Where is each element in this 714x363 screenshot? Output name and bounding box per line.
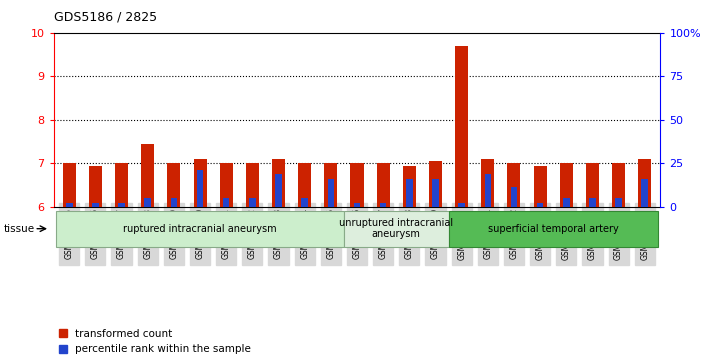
Bar — [141, 144, 154, 207]
Bar — [353, 203, 361, 207]
Bar — [448, 211, 658, 247]
Bar — [246, 163, 259, 207]
Bar — [276, 174, 282, 207]
Bar — [458, 203, 465, 207]
Text: tissue: tissue — [4, 224, 35, 234]
Bar — [481, 159, 494, 207]
Bar — [66, 203, 73, 207]
Bar — [171, 198, 177, 207]
Bar — [115, 163, 128, 207]
Bar — [89, 166, 102, 207]
Bar — [144, 198, 151, 207]
Bar — [508, 163, 521, 207]
Bar — [119, 203, 125, 207]
Bar — [533, 166, 547, 207]
Bar — [272, 159, 285, 207]
Bar — [298, 163, 311, 207]
Text: GDS5186 / 2825: GDS5186 / 2825 — [54, 11, 156, 24]
Bar — [193, 159, 206, 207]
Legend: transformed count, percentile rank within the sample: transformed count, percentile rank withi… — [59, 329, 251, 354]
Bar — [586, 163, 599, 207]
Bar — [429, 161, 442, 207]
Text: ruptured intracranial aneurysm: ruptured intracranial aneurysm — [124, 224, 277, 234]
Bar — [560, 163, 573, 207]
Bar — [641, 179, 648, 207]
Bar — [432, 179, 438, 207]
Bar — [537, 203, 543, 207]
Bar — [406, 179, 413, 207]
Bar — [485, 174, 491, 207]
Bar — [638, 159, 651, 207]
Bar — [344, 211, 448, 247]
Bar — [563, 198, 570, 207]
Bar — [455, 46, 468, 207]
Bar — [249, 198, 256, 207]
Bar — [301, 198, 308, 207]
Bar — [511, 187, 517, 207]
Bar — [167, 163, 181, 207]
Bar — [223, 198, 229, 207]
Bar — [351, 163, 363, 207]
Bar — [615, 198, 622, 207]
Bar — [380, 203, 386, 207]
Bar — [324, 163, 338, 207]
Bar — [63, 163, 76, 207]
Bar — [376, 163, 390, 207]
Bar — [220, 163, 233, 207]
Bar — [56, 211, 344, 247]
Bar — [403, 166, 416, 207]
Text: unruptured intracranial
aneurysm: unruptured intracranial aneurysm — [339, 218, 453, 240]
Text: superficial temporal artery: superficial temporal artery — [488, 224, 618, 234]
Bar — [612, 163, 625, 207]
Bar — [328, 179, 334, 207]
Bar — [197, 170, 203, 207]
Bar — [92, 203, 99, 207]
Bar — [589, 198, 595, 207]
